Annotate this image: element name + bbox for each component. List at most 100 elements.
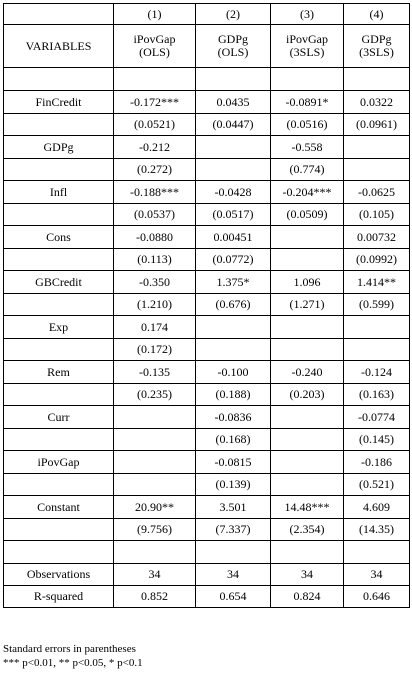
table-row: (0.113) (0.0772) (0.0992) <box>3 248 410 271</box>
variable-name: Infl <box>3 180 114 204</box>
column-number: (1) <box>113 3 196 25</box>
table-row: Infl -0.188*** -0.0428 -0.204*** -0.0625 <box>3 180 410 204</box>
coefficient: 0.0322 <box>343 90 410 114</box>
coefficient: -0.212 <box>113 135 196 159</box>
empty-cell <box>3 203 114 226</box>
empty-cell <box>113 67 196 91</box>
table-row: Constant 20.90** 3.501 14.48*** 4.609 <box>3 495 410 519</box>
table-row: (1) (2) (3) (4) <box>3 3 410 25</box>
standard-error: (0.521) <box>343 473 410 496</box>
coefficient: -0.0815 <box>195 450 271 474</box>
model-line: (OLS) <box>217 45 249 59</box>
column-model: GDPg (3SLS) <box>343 24 410 68</box>
variable-name: Rem <box>3 360 114 384</box>
notes: Standard errors in parentheses *** p<0.0… <box>3 642 143 670</box>
model-line: iPovGap <box>133 32 176 46</box>
stat-value: 34 <box>113 563 196 586</box>
coefficient <box>113 405 196 429</box>
coefficient: 1.096 <box>270 270 344 294</box>
table-row: (0.0537) (0.0517) (0.0509) (0.105) <box>3 203 410 226</box>
empty-cell <box>3 113 114 136</box>
table-row: Observations 34 34 34 34 <box>3 563 410 586</box>
empty-cell <box>343 67 410 91</box>
standard-error <box>195 158 271 181</box>
standard-error: (0.272) <box>113 158 196 181</box>
standard-error <box>343 158 410 181</box>
coefficient: 3.501 <box>195 495 271 519</box>
empty-cell <box>113 540 196 564</box>
empty-cell <box>195 67 271 91</box>
standard-error: (0.163) <box>343 383 410 406</box>
table-row: VARIABLES iPovGap (OLS) GDPg (OLS) iPovGap (3S… <box>3 24 410 68</box>
standard-error: (0.0992) <box>343 248 410 271</box>
column-model: iPovGap (3SLS) <box>270 24 344 68</box>
note: *** p<0.01, ** p<0.05, * p<0.1 <box>3 657 143 669</box>
column-number: (3) <box>270 3 344 25</box>
coefficient: -0.0836 <box>195 405 271 429</box>
empty-cell <box>3 428 114 451</box>
coefficient: -0.240 <box>270 360 344 384</box>
coefficient <box>270 225 344 249</box>
standard-error: (0.676) <box>195 293 271 316</box>
empty-cell <box>3 383 114 406</box>
coefficient: -0.350 <box>113 270 196 294</box>
stat-name: Observations <box>3 563 114 586</box>
column-model: iPovGap (OLS) <box>113 24 196 68</box>
model-line: (3SLS) <box>289 45 325 59</box>
empty-cell <box>3 473 114 496</box>
variable-name: Constant <box>3 495 114 519</box>
standard-error: (0.168) <box>195 428 271 451</box>
standard-error: (0.105) <box>343 203 410 226</box>
coefficient: -0.124 <box>343 360 410 384</box>
coefficient: 20.90** <box>113 495 196 519</box>
variable-name: Cons <box>3 225 114 249</box>
table-row: Rem -0.135 -0.100 -0.240 -0.124 <box>3 360 410 384</box>
empty-cell <box>270 540 344 564</box>
variable-name: Exp <box>3 315 114 339</box>
standard-error: (0.0521) <box>113 113 196 136</box>
standard-error <box>270 338 344 361</box>
coefficient: -0.0774 <box>343 405 410 429</box>
table-row: iPovGap -0.0815 -0.186 <box>3 450 410 474</box>
standard-error <box>270 248 344 271</box>
variable-name: GDPg <box>3 135 114 159</box>
standard-error <box>113 428 196 451</box>
stat-name: R-squared <box>3 585 114 608</box>
coefficient <box>195 315 271 339</box>
standard-error: (0.0509) <box>270 203 344 226</box>
empty-cell <box>3 338 114 361</box>
stat-value: 34 <box>343 563 410 586</box>
table-row: (0.235) (0.188) (0.203) (0.163) <box>3 383 410 406</box>
table-row: (0.139) (0.521) <box>3 473 410 496</box>
table-row <box>3 67 410 91</box>
coefficient: -0.188*** <box>113 180 196 204</box>
stat-value: 0.654 <box>195 585 271 608</box>
standard-error: (0.0517) <box>195 203 271 226</box>
coefficient: -0.135 <box>113 360 196 384</box>
stat-value: 34 <box>270 563 344 586</box>
stat-value: 0.824 <box>270 585 344 608</box>
standard-error: (0.139) <box>195 473 271 496</box>
coefficient: 0.174 <box>113 315 196 339</box>
stat-value: 0.646 <box>343 585 410 608</box>
empty-cell <box>3 248 114 271</box>
variable-name: Curr <box>3 405 114 429</box>
variable-name: FinCredit <box>3 90 114 114</box>
empty-cell <box>3 158 114 181</box>
column-model: GDPg (OLS) <box>195 24 271 68</box>
coefficient: -0.204*** <box>270 180 344 204</box>
regression-table: (1) (2) (3) (4) VARIABLES iPovGap (OLS) GDPg (OL… <box>3 3 410 608</box>
variable-name: GBCredit <box>3 270 114 294</box>
empty-cell <box>3 67 114 91</box>
coefficient: 1.414** <box>343 270 410 294</box>
standard-error: (0.0516) <box>270 113 344 136</box>
coefficient: -0.0428 <box>195 180 271 204</box>
coefficient: -0.558 <box>270 135 344 159</box>
coefficient: 4.609 <box>343 495 410 519</box>
standard-error: (7.337) <box>195 518 271 541</box>
standard-error: (0.203) <box>270 383 344 406</box>
table-row: Curr -0.0836 -0.0774 <box>3 405 410 429</box>
coefficient: 0.00732 <box>343 225 410 249</box>
standard-error: (0.0447) <box>195 113 271 136</box>
standard-error: (0.188) <box>195 383 271 406</box>
